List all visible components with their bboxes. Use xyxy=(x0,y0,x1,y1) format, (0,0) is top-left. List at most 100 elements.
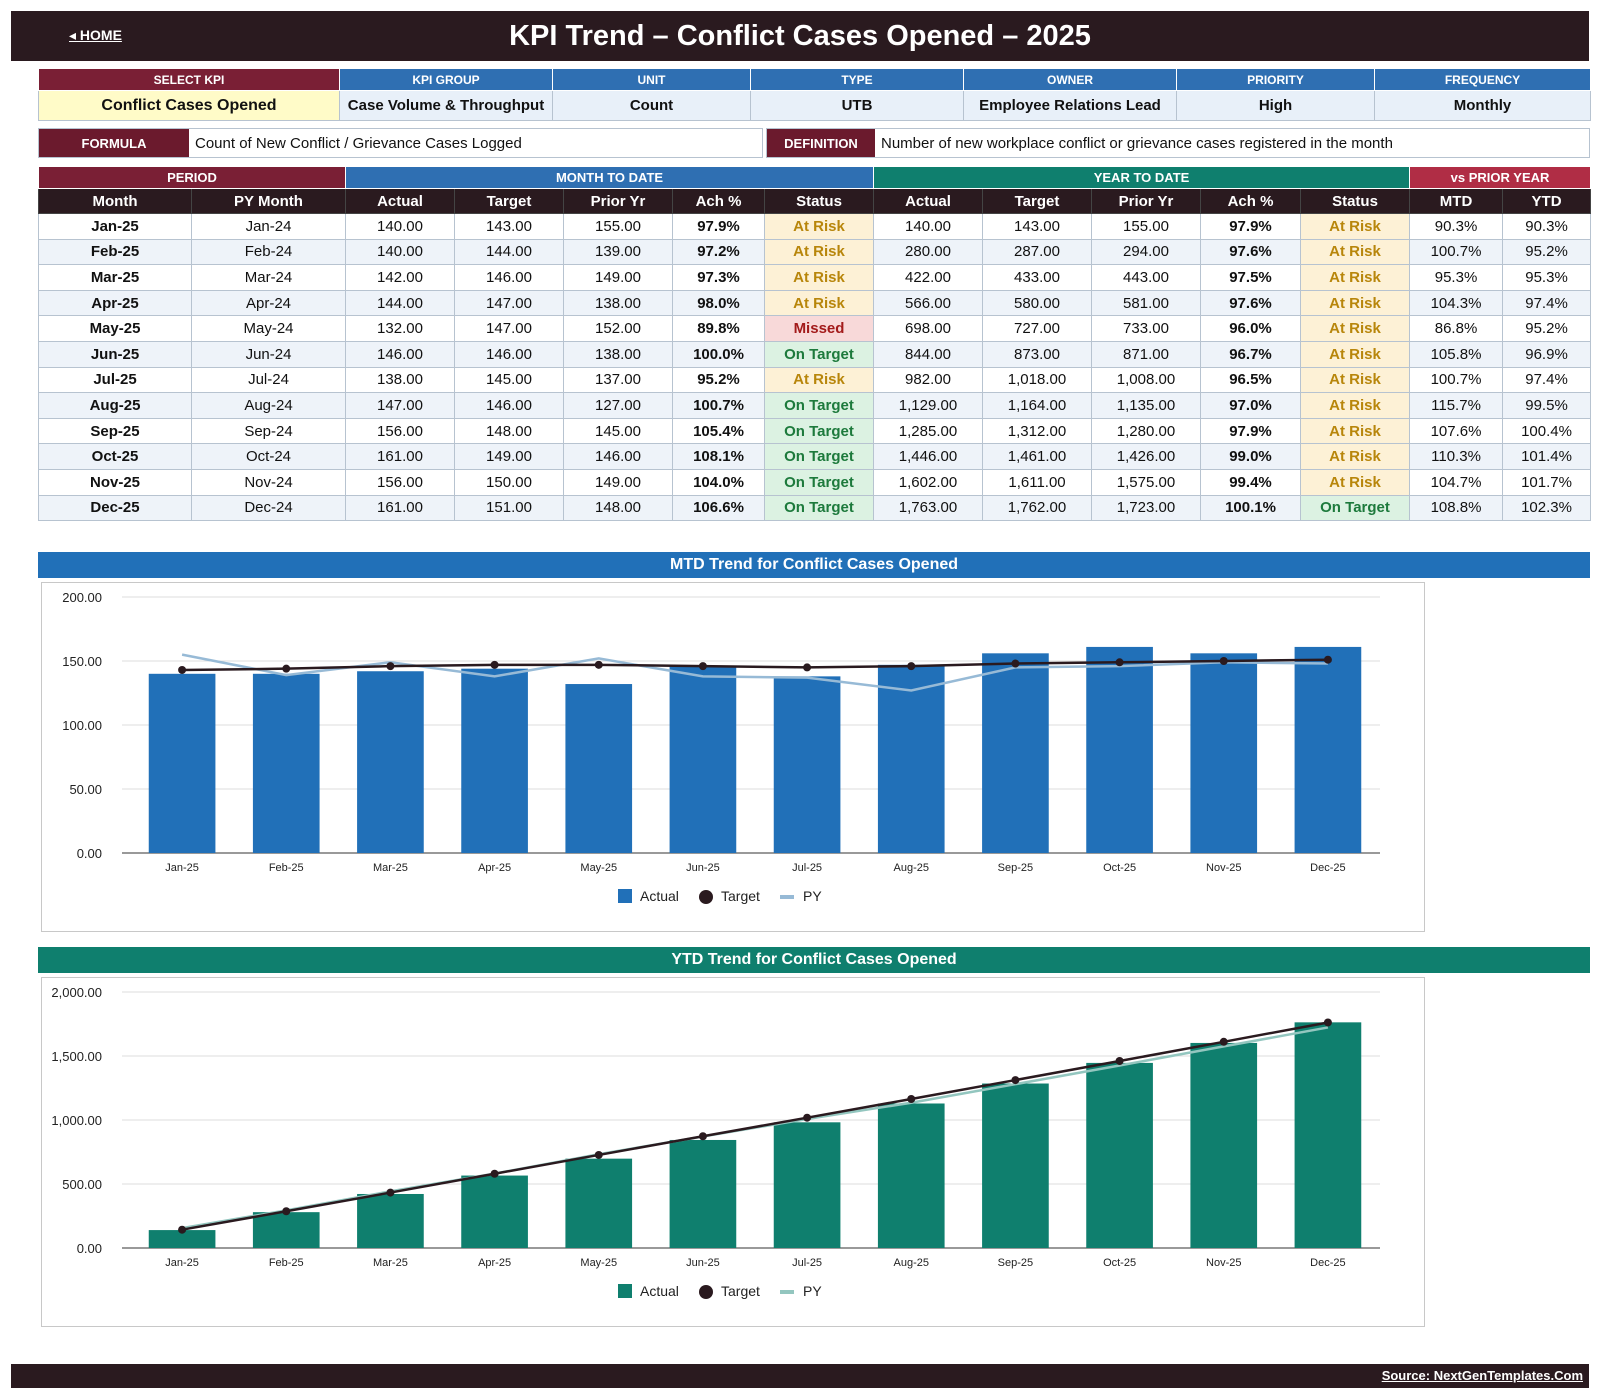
bar-actual xyxy=(1086,1062,1153,1248)
type-value: UTB xyxy=(750,90,964,121)
table-cell-vs-py-mtd: 108.8% xyxy=(1409,494,1504,522)
page-title: KPI Trend – Conflict Cases Opened – 2025 xyxy=(509,20,1091,52)
y-tick-label: 1,500.00 xyxy=(51,1049,102,1064)
bar-actual xyxy=(669,666,737,853)
x-tick-label: May-25 xyxy=(580,1257,617,1269)
table-cell-py-month: Dec-24 xyxy=(191,494,346,522)
table-cell-ytd-ach: 99.4% xyxy=(1200,468,1301,496)
bar-actual xyxy=(1086,646,1153,853)
table-cell-ytd-prior-yr: 1,135.00 xyxy=(1091,392,1201,419)
table-cell-ytd-target: 1,018.00 xyxy=(982,366,1092,394)
table-cell-mtd-target: 150.00 xyxy=(454,468,564,496)
table-cell-ytd-ach: 99.0% xyxy=(1200,443,1301,470)
table-cell-mtd-prior-yr: 148.00 xyxy=(563,494,673,522)
table-cell-ytd-actual: 1,763.00 xyxy=(873,494,983,522)
table-row: Mar-25 Mar-24 142.00 146.00 149.00 97.3% At Ri… xyxy=(38,264,1592,291)
table-cell-ytd-ach: 96.0% xyxy=(1200,315,1301,342)
table-cell-mtd-ach: 95.2% xyxy=(672,366,765,394)
status-badge: At Risk xyxy=(1299,366,1411,394)
table-cell-vs-py-ytd: 90.3% xyxy=(1502,213,1592,240)
table-cell-ytd-prior-yr: 1,723.00 xyxy=(1091,494,1201,522)
legend-actual-label: Actual xyxy=(640,888,679,904)
table-cell-py-month: Feb-24 xyxy=(191,238,346,266)
table-cell-ytd-prior-yr: 294.00 xyxy=(1091,238,1201,266)
table-cell-ytd-ach: 96.7% xyxy=(1200,340,1301,368)
table-cell-mtd-prior-yr: 149.00 xyxy=(563,264,673,291)
table-cell-mtd-actual: 140.00 xyxy=(345,238,455,266)
bar-actual xyxy=(461,668,528,853)
status-badge: Missed xyxy=(764,315,874,342)
table-row: Oct-25 Oct-24 161.00 149.00 146.00 108.1% On T… xyxy=(38,443,1592,470)
bar-actual xyxy=(252,673,320,853)
table-cell-mtd-target: 147.00 xyxy=(454,315,564,342)
y-tick-label: 100.00 xyxy=(62,718,102,733)
x-tick-label: Oct-25 xyxy=(1103,862,1136,874)
table-cell-mtd-prior-yr: 137.00 xyxy=(563,366,673,394)
table-cell-mtd-actual: 142.00 xyxy=(345,264,455,291)
table-cell-ytd-actual: 280.00 xyxy=(873,238,983,266)
target-point xyxy=(803,1113,812,1122)
col-header-mtd-status: Status xyxy=(764,188,874,214)
table-cell-mtd-target: 145.00 xyxy=(454,366,564,394)
table-cell-py-month: Oct-24 xyxy=(191,443,346,470)
col-header-py-month: PY Month xyxy=(191,188,346,214)
table-cell-vs-py-ytd: 95.2% xyxy=(1502,238,1592,266)
type-header: TYPE xyxy=(750,68,964,91)
status-badge: At Risk xyxy=(764,213,874,240)
bar-actual xyxy=(148,1230,216,1248)
table-cell-ytd-prior-yr: 155.00 xyxy=(1091,213,1201,240)
table-cell-month: Sep-25 xyxy=(38,417,192,445)
table-cell-mtd-actual: 144.00 xyxy=(345,289,455,317)
col-header-mtd-actual: Actual xyxy=(345,188,455,214)
x-tick-label: Feb-25 xyxy=(269,862,304,874)
table-cell-ytd-target: 1,461.00 xyxy=(982,443,1092,470)
table-cell-ytd-target: 433.00 xyxy=(982,264,1092,291)
table-cell-py-month: Mar-24 xyxy=(191,264,346,291)
table-row: Apr-25 Apr-24 144.00 147.00 138.00 98.0% At Ri… xyxy=(38,289,1592,317)
table-cell-mtd-target: 147.00 xyxy=(454,289,564,317)
bar-actual xyxy=(773,676,841,853)
table-cell-ytd-ach: 97.0% xyxy=(1200,392,1301,419)
home-link[interactable]: ◂ HOME xyxy=(69,27,122,43)
source-link[interactable]: Source: NextGenTemplates.Com xyxy=(1381,1368,1583,1383)
table-cell-month: Jun-25 xyxy=(38,340,192,368)
legend-py-label: PY xyxy=(803,1283,822,1299)
table-cell-py-month: Nov-24 xyxy=(191,468,346,496)
bar-actual xyxy=(357,1193,424,1248)
legend-target-label: Target xyxy=(721,888,760,904)
table-cell-py-month: Jun-24 xyxy=(191,340,346,368)
frequency-value: Monthly xyxy=(1374,90,1591,121)
table-cell-mtd-ach: 105.4% xyxy=(672,417,765,445)
bar-actual xyxy=(1294,646,1362,853)
table-cell-ytd-target: 727.00 xyxy=(982,315,1092,342)
table-cell-mtd-target: 143.00 xyxy=(454,213,564,240)
target-point xyxy=(178,1225,187,1234)
table-cell-ytd-prior-yr: 443.00 xyxy=(1091,264,1201,291)
table-cell-vs-py-mtd: 104.7% xyxy=(1409,468,1504,496)
owner-header: OWNER xyxy=(963,68,1177,91)
status-badge: At Risk xyxy=(1299,468,1411,496)
x-tick-label: Nov-25 xyxy=(1206,1257,1241,1269)
line-target xyxy=(182,658,1328,672)
table-cell-py-month: Jul-24 xyxy=(191,366,346,394)
table-cell-mtd-target: 151.00 xyxy=(454,494,564,522)
table-cell-mtd-ach: 97.3% xyxy=(672,264,765,291)
line-target xyxy=(181,1021,1329,1231)
table-cell-mtd-ach: 97.2% xyxy=(672,238,765,266)
target-point xyxy=(1011,1076,1020,1085)
bar-actual xyxy=(982,653,1049,853)
x-tick-label: Jun-25 xyxy=(686,1257,720,1269)
top-banner: ◂ HOME KPI Trend – Conflict Cases Opened… xyxy=(11,11,1589,61)
mtd-chart: 0.00 50.00 100.00 150.00 200.00 Jan-25 Feb-25 M… xyxy=(41,582,1425,932)
table-cell-ytd-actual: 844.00 xyxy=(873,340,983,368)
x-tick-label: Sep-25 xyxy=(998,862,1033,874)
period-group-header: PERIOD xyxy=(38,166,346,189)
ytd-chart: 0.00 500.00 1,000.00 1,500.00 2,000.00 Jan-25… xyxy=(41,977,1425,1327)
status-badge: At Risk xyxy=(1299,392,1411,419)
table-cell-vs-py-mtd: 86.8% xyxy=(1409,315,1504,342)
table-cell-mtd-actual: 140.00 xyxy=(345,213,455,240)
select-kpi-dropdown[interactable]: Conflict Cases Opened xyxy=(38,90,340,121)
unit-header: UNIT xyxy=(552,68,751,91)
col-header-mtd-ach: Ach % xyxy=(672,188,765,214)
target-point xyxy=(698,1132,707,1141)
